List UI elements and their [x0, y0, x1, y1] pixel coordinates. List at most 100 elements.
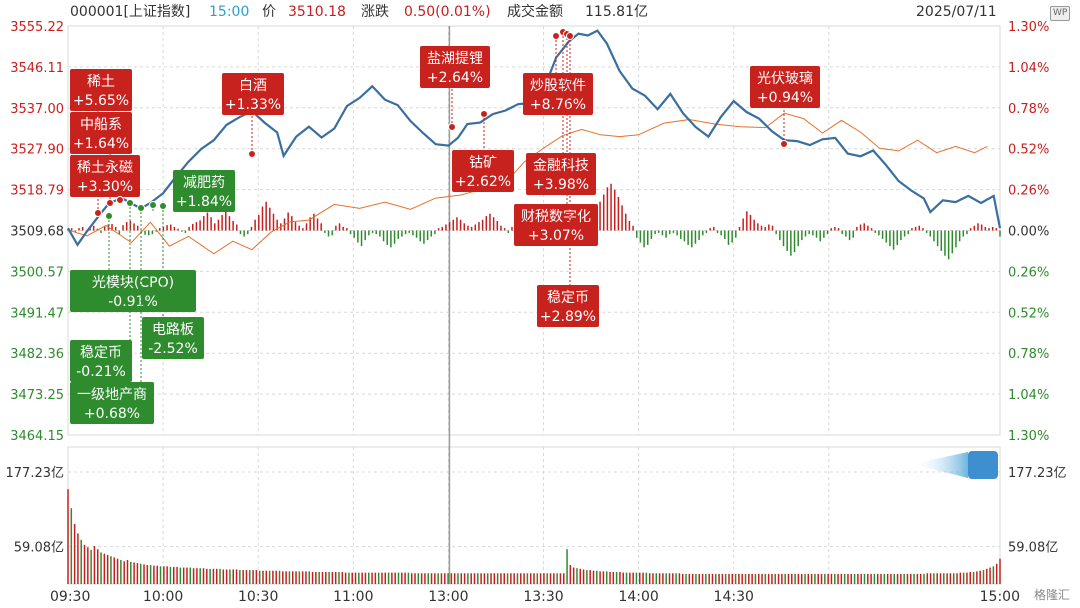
annotation-box	[173, 170, 235, 212]
left-axis-tick: 3473.25	[10, 388, 64, 403]
x-axis-tick: 11:00	[333, 589, 373, 605]
sector-annotation: 金融科技 +3.98%	[526, 28, 596, 195]
annotation-marker	[126, 199, 134, 207]
left-axis-tick: 3537.00	[10, 102, 64, 117]
index-code-name: 000001[上证指数]	[70, 4, 191, 20]
right-axis-tick: 1.04%	[1008, 61, 1049, 76]
annotation-sector-name: 白酒	[239, 78, 267, 94]
annotation-sector-change: +2.62%	[455, 174, 511, 190]
right-axis-tick: 0.78%	[1008, 347, 1049, 362]
annotation-box	[750, 66, 820, 108]
right-axis-tick: 0.26%	[1008, 184, 1049, 199]
left-axis-tick: 3518.79	[10, 184, 64, 199]
sector-annotation: 中船系 +1.64%	[70, 112, 132, 207]
annotation-sector-change: +2.64%	[427, 70, 483, 86]
annotation-box	[70, 112, 132, 154]
annotation-sector-change: +3.30%	[77, 179, 133, 195]
annotation-box	[70, 270, 196, 312]
right-axis-tick: 1.04%	[1008, 388, 1049, 403]
sector-annotation: 减肥药 +1.84%	[149, 170, 235, 212]
turnover-label: 成交金额	[507, 4, 563, 20]
annotation-sector-name: 钴矿	[469, 155, 497, 171]
annotation-marker	[137, 204, 145, 212]
annotation-sector-name: 炒股软件	[530, 78, 586, 94]
x-axis-tick: 15:00	[980, 589, 1020, 605]
scroll-widget[interactable]	[912, 451, 998, 479]
grid	[67, 25, 1001, 585]
sector-annotation: 光伏玻璃 +0.94%	[750, 66, 820, 148]
wp-badge[interactable]: WP	[1050, 6, 1071, 21]
time-label: 15:00	[209, 4, 250, 20]
annotation-sector-name: 减肥药	[183, 175, 225, 191]
annotation-marker	[149, 201, 157, 209]
annotation-sector-change: -0.91%	[108, 294, 158, 310]
left-axis-tick: 3509.68	[10, 225, 64, 240]
annotation-sector-change: +0.94%	[757, 90, 813, 106]
volume-left-tick: 59.08亿	[14, 541, 64, 556]
annotation-box	[420, 46, 490, 88]
annotation-box	[537, 285, 599, 327]
price-label: 价	[262, 4, 276, 20]
annotation-sector-name: 稀土	[87, 74, 115, 90]
axis-labels: 3555.22 1.30% 3546.11 1.04% 3537.00 0.78% 3527…	[6, 20, 1067, 605]
annotation-marker	[552, 32, 560, 40]
annotation-sector-change: +0.68%	[84, 406, 140, 422]
volume-right-tick: 177.23亿	[1008, 466, 1067, 481]
annotation-marker	[116, 196, 124, 204]
annotation-sector-change: +2.89%	[540, 309, 596, 325]
sector-annotations: 稀土 +5.65% 中船系 +1.64% 稀土永磁 +3.30% 减肥药 +1.84% 白酒 +1…	[70, 28, 820, 424]
annotation-sector-name: 光模块(CPO)	[92, 275, 174, 291]
annotation-box	[70, 382, 154, 424]
annotation-marker	[448, 123, 456, 131]
x-axis-tick: 10:00	[143, 589, 183, 605]
annotation-box	[452, 150, 514, 192]
left-axis-tick: 3546.11	[10, 61, 64, 76]
annotation-marker	[780, 140, 788, 148]
left-axis-tick: 3527.90	[10, 143, 64, 158]
annotation-sector-name: 财税数字化	[521, 209, 591, 225]
annotation-marker	[248, 150, 256, 158]
annotation-sector-name: 稳定币	[80, 345, 122, 361]
annotation-box	[523, 73, 593, 115]
scroll-handle[interactable]	[968, 451, 998, 479]
annotation-sector-name: 金融科技	[533, 158, 589, 174]
annotation-sector-change: -2.52%	[148, 341, 198, 357]
right-axis-tick: 1.30%	[1008, 429, 1049, 444]
left-axis-tick: 3491.47	[10, 306, 64, 321]
left-axis-tick: 3482.36	[10, 347, 64, 362]
annotation-marker	[105, 212, 113, 220]
right-axis-tick: 0.52%	[1008, 143, 1049, 158]
annotation-sector-change: +5.65%	[73, 93, 129, 109]
annotation-sector-name: 电路板	[152, 322, 194, 338]
left-axis-tick: 3464.15	[10, 429, 64, 444]
x-axis-tick: 13:00	[428, 589, 468, 605]
left-axis-tick: 3500.57	[10, 265, 64, 280]
sector-annotation: 稀土 +5.65%	[70, 69, 132, 217]
sector-annotation: 炒股软件 +8.76%	[523, 32, 593, 115]
x-axis-tick: 10:30	[238, 589, 278, 605]
scroll-handle-trail	[912, 452, 968, 478]
x-axis-tick: 14:00	[618, 589, 658, 605]
annotation-marker	[94, 209, 102, 217]
price-value: 3510.18	[288, 4, 346, 20]
sector-annotation: 盐湖提锂 +2.64%	[420, 46, 490, 131]
date-label: 2025/07/11	[916, 4, 997, 20]
right-axis-tick: 0.52%	[1008, 306, 1049, 321]
annotation-sector-name: 一级地产商	[77, 387, 147, 403]
annotation-sector-change: +3.98%	[533, 177, 589, 193]
annotation-box	[142, 317, 204, 359]
sector-annotation: 白酒 +1.33%	[222, 73, 284, 158]
chart-header: 000001[上证指数] 15:00 价 3510.18 涨跌 0.50(0.0…	[0, 0, 1080, 24]
annotation-sector-change: +3.07%	[528, 228, 584, 244]
annotation-sector-change: -0.21%	[76, 364, 126, 380]
change-label: 涨跌	[361, 4, 389, 20]
x-axis-tick: 14:30	[714, 589, 754, 605]
sector-annotation: 一级地产商 +0.68%	[70, 204, 154, 424]
annotation-box	[70, 155, 140, 197]
left-axis-tick: 3555.22	[10, 20, 64, 35]
annotation-box	[526, 153, 596, 195]
right-axis-tick: 0.78%	[1008, 102, 1049, 117]
sector-annotation: 光模块(CPO) -0.91%	[70, 212, 196, 312]
change-value: 0.50(0.01%)	[404, 4, 491, 20]
sector-annotation: 电路板 -2.52%	[142, 202, 204, 359]
